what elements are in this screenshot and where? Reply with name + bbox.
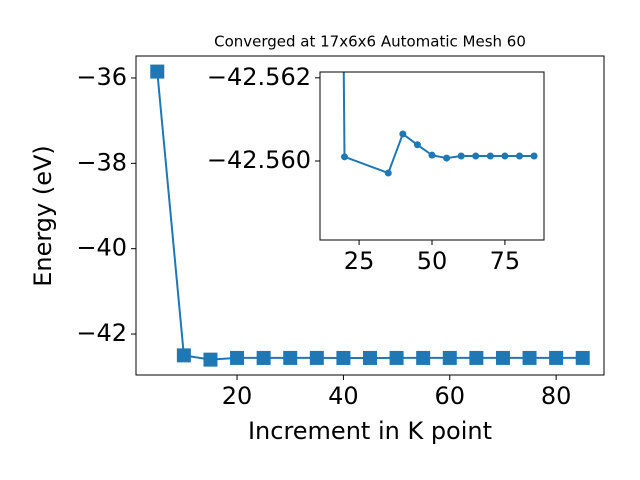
point	[399, 130, 407, 138]
x-axis-label: Increment in K point	[248, 417, 492, 445]
point	[501, 152, 509, 160]
point	[336, 350, 351, 365]
point	[413, 141, 421, 149]
y-tick-label: −38	[76, 148, 127, 176]
x-tick-label: 20	[222, 382, 253, 410]
x-tick-label: 80	[541, 382, 572, 410]
point	[416, 350, 431, 365]
point	[428, 151, 436, 159]
point	[516, 152, 523, 160]
point	[457, 152, 465, 160]
y-tick-label: −42	[76, 319, 127, 347]
point	[283, 350, 298, 365]
point	[472, 152, 480, 160]
point	[575, 350, 590, 365]
point	[495, 350, 510, 365]
point	[389, 350, 404, 365]
point	[256, 350, 271, 365]
axes-frame	[319, 71, 545, 241]
point	[230, 350, 245, 365]
point	[176, 348, 191, 363]
chart-title: Converged at 17x6x6 Automatic Mesh 60	[214, 33, 526, 51]
point	[549, 350, 564, 365]
x-tick-label: 40	[328, 382, 359, 410]
x-tick-label: 60	[434, 382, 465, 410]
point	[486, 152, 494, 160]
point	[203, 352, 218, 367]
point	[309, 350, 324, 365]
point	[363, 350, 377, 365]
x-tick-label: 75	[490, 247, 521, 275]
plot-area	[150, 64, 590, 367]
point	[469, 350, 484, 365]
point	[443, 154, 451, 162]
y-tick-label: −40	[76, 234, 127, 262]
x-tick-label: 25	[344, 247, 375, 275]
plot-area	[341, 72, 538, 177]
x-tick-label: 50	[417, 247, 448, 275]
y-tick-label: −42.560	[207, 146, 311, 174]
point	[522, 350, 537, 365]
y-axis-label: Energy (eV)	[29, 145, 57, 287]
point	[150, 64, 165, 79]
y-tick-label: −42.562	[207, 63, 311, 91]
point	[530, 152, 538, 160]
y-tick-label: −36	[76, 63, 127, 91]
axes-frame	[135, 55, 605, 376]
point	[384, 169, 392, 177]
point	[341, 153, 348, 161]
point	[442, 350, 457, 365]
